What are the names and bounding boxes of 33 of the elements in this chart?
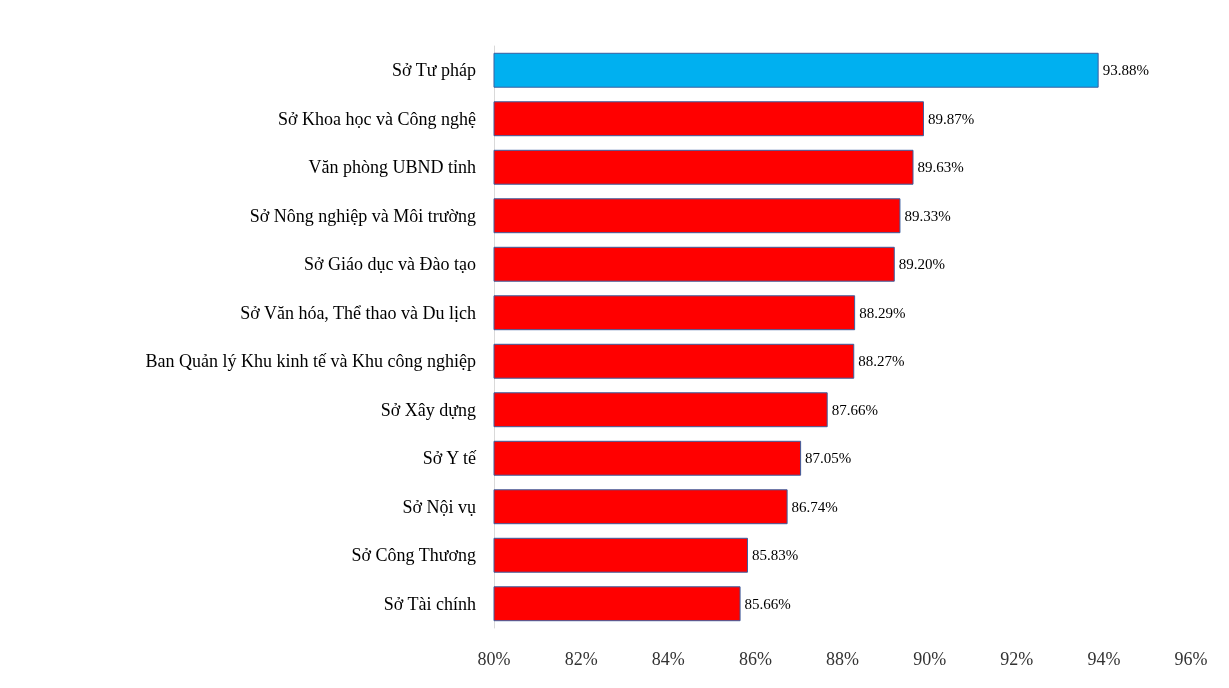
data-label: 85.66% (744, 595, 791, 612)
data-label: 89.63% (917, 159, 964, 176)
y-tick-label: Sở Tư pháp (392, 60, 476, 81)
x-tick-label: 88% (826, 649, 859, 669)
data-label: 88.27% (858, 353, 905, 370)
x-tick-label: 90% (913, 649, 947, 669)
y-tick-label: Sở Nông nghiệp và Môi trường (249, 205, 476, 226)
x-tick-label: 80% (477, 649, 511, 669)
y-tick-label: Sở Văn hóa, Thể thao và Du lịch (240, 302, 476, 323)
y-tick-label: Sở Nội vụ (402, 496, 476, 517)
data-label: 87.66% (831, 401, 878, 418)
data-label: 88.29% (859, 304, 906, 321)
y-tick-label: Sở Giáo dục và Đào tạo (304, 254, 476, 275)
data-label: 93.88% (1102, 62, 1149, 79)
x-tick-label: 94% (1087, 649, 1121, 669)
x-tick-label: 86% (738, 649, 772, 669)
y-tick-label: Sở Công Thương (351, 545, 476, 566)
x-tick-label: 92% (1000, 649, 1034, 669)
y-tick-label: Văn phòng UBND tỉnh (308, 157, 476, 178)
y-tick-label: Ban Quản lý Khu kinh tế và Khu công nghiệp (145, 351, 476, 372)
y-tick-label: Sở Y tế (422, 448, 478, 469)
data-label: 85.83% (751, 547, 799, 564)
data-label: 87.05% (805, 450, 852, 467)
x-tick-label: 82% (564, 649, 598, 669)
data-label: 86.74% (791, 498, 838, 515)
y-tick-label: Sở Tài chính (383, 593, 476, 614)
data-label: 89.20% (898, 256, 946, 273)
y-tick-label: Sở Khoa học và Công nghệ (278, 108, 476, 129)
x-tick-label: 96% (1174, 649, 1208, 669)
x-tick-label: 84% (651, 649, 685, 669)
data-label: 89.87% (927, 110, 975, 127)
y-tick-label: Sở Xây dựng (380, 399, 476, 420)
data-label: 89.33% (904, 207, 951, 224)
